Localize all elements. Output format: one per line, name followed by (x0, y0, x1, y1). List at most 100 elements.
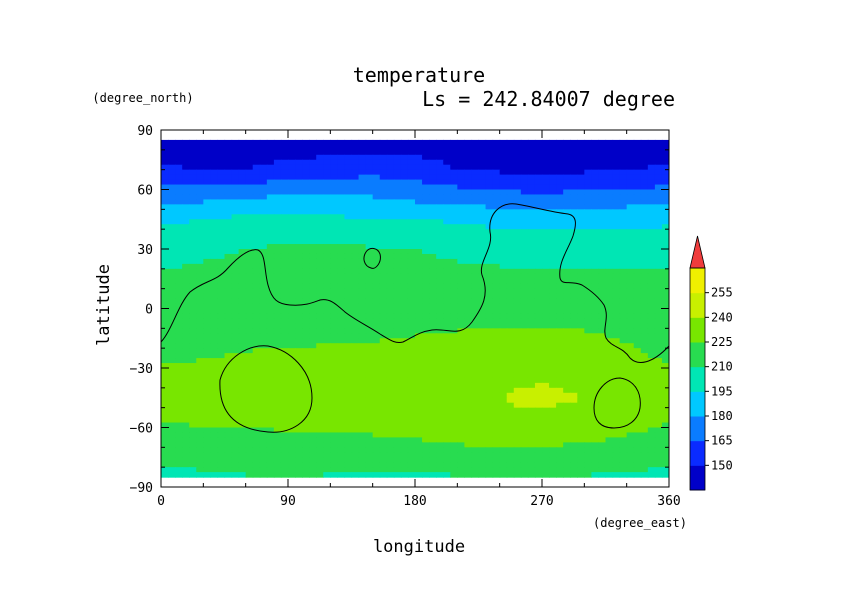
field-cell (203, 239, 211, 245)
field-cell (407, 452, 416, 458)
field-cell (478, 328, 487, 334)
field-cell (598, 318, 607, 324)
field-cell (161, 293, 169, 300)
field-cell (450, 467, 458, 473)
field-cell (549, 308, 557, 315)
field-cell (316, 303, 324, 310)
field-cell (626, 308, 635, 315)
field-cell (415, 472, 423, 478)
field-cell (273, 457, 282, 463)
field-cell (577, 273, 585, 280)
field-cell (365, 278, 374, 285)
field-cell (478, 253, 487, 260)
field-cell (492, 353, 501, 359)
field-cell (499, 174, 508, 181)
field-cell (372, 437, 381, 443)
field-cell (450, 308, 458, 315)
field-cell (393, 472, 402, 478)
field-cell (189, 249, 197, 255)
field-cell (556, 382, 564, 389)
field-cell (182, 139, 190, 146)
field-cell (499, 377, 508, 384)
field-cell (189, 363, 197, 369)
field-cell (577, 442, 585, 448)
field-cell (443, 313, 451, 320)
field-cell (556, 263, 564, 270)
field-cell (450, 358, 458, 364)
field-cell (344, 422, 353, 429)
field-cell (626, 397, 635, 404)
field-cell (619, 397, 628, 404)
field-cell (534, 184, 543, 191)
field-cell (513, 358, 522, 364)
field-cell (386, 437, 395, 443)
field-cell (647, 278, 656, 285)
field-cell (542, 303, 550, 310)
field-cell (259, 422, 268, 429)
field-cell (330, 239, 338, 245)
field-cell (210, 234, 219, 240)
field-cell (443, 338, 451, 344)
field-cell (210, 263, 219, 270)
field-cell (626, 318, 635, 324)
field-cell (224, 154, 233, 161)
field-cell (168, 368, 176, 374)
field-cell (584, 249, 592, 255)
field-cell (266, 214, 275, 220)
field-cell (478, 239, 487, 245)
field-cell (400, 472, 409, 478)
field-cell (436, 214, 444, 220)
field-cell (640, 239, 649, 245)
field-cell (450, 214, 458, 220)
field-cell (295, 278, 303, 285)
field-cell (415, 382, 423, 389)
field-cell (245, 402, 254, 409)
field-cell (499, 348, 508, 354)
field-cell (577, 353, 585, 359)
field-cell (196, 368, 204, 374)
field-cell (626, 313, 635, 320)
field-cell (584, 422, 592, 429)
field-cell (386, 353, 395, 359)
field-cell (309, 219, 317, 225)
field-cell (654, 154, 663, 161)
field-cell (506, 313, 515, 320)
field-cell (217, 363, 226, 369)
field-cell (471, 387, 480, 394)
field-cell (273, 224, 282, 230)
field-cell (542, 214, 550, 220)
field-cell (358, 293, 367, 300)
field-cell (640, 462, 649, 468)
field-cell (379, 239, 388, 245)
field-cell (436, 253, 444, 260)
field-cell (217, 308, 226, 315)
field-cell (457, 144, 465, 151)
field-cell (330, 333, 338, 339)
field-cell (245, 308, 254, 315)
field-cell (245, 382, 254, 389)
field-cell (337, 174, 346, 181)
field-cell (485, 268, 494, 275)
field-cell (245, 363, 254, 369)
field-cell (513, 343, 522, 349)
field-cell (337, 422, 346, 429)
field-cell (450, 447, 458, 453)
field-cell (654, 273, 663, 280)
field-cell (175, 407, 183, 414)
field-cell (175, 338, 183, 344)
field-cell (288, 417, 296, 424)
field-cell (633, 422, 642, 429)
field-cell (563, 368, 571, 374)
field-cell (556, 412, 564, 419)
field-cell (464, 219, 473, 225)
field-cell (584, 318, 592, 324)
field-cell (168, 382, 176, 389)
field-cell (168, 179, 176, 186)
field-cell (393, 258, 402, 265)
field-cell (309, 412, 317, 419)
field-cell (577, 204, 585, 210)
field-cell (175, 139, 183, 146)
field-cell (203, 219, 211, 225)
field-cell (210, 229, 219, 235)
field-cell (224, 348, 233, 354)
